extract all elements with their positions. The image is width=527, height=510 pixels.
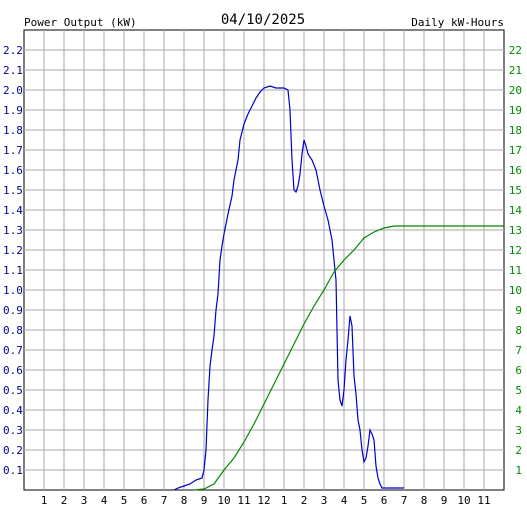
y-right-tick-label: 15 (509, 184, 522, 197)
y-left-tick-label: 0.4 (3, 404, 23, 417)
y-right-tick-label: 4 (515, 404, 522, 417)
y-right-tick-label: 22 (509, 44, 522, 57)
y-left-tick-label: 0.5 (3, 384, 23, 397)
x-tick-label: 10 (457, 494, 470, 507)
x-tick-label: 5 (361, 494, 368, 507)
x-tick-label: 9 (201, 494, 208, 507)
y-left-tick-label: 1.5 (3, 184, 23, 197)
y-right-tick-label: 6 (515, 364, 522, 377)
y-left-tick-label: 1.4 (3, 204, 23, 217)
y-left-tick-label: 0.9 (3, 304, 23, 317)
y-right-tick-label: 17 (509, 144, 522, 157)
y-left-tick-label: 1.7 (3, 144, 23, 157)
grid-lines (24, 30, 504, 490)
y-right-tick-label: 10 (509, 284, 522, 297)
x-tick-label: 1 (281, 494, 288, 507)
y-right-tick-label: 11 (509, 264, 522, 277)
y-left-tick-label: 0.6 (3, 364, 23, 377)
y-right-tick-label: 18 (509, 124, 522, 137)
x-tick-label: 11 (237, 494, 250, 507)
series-line-power-output (173, 85, 404, 491)
x-tick-label: 7 (161, 494, 168, 507)
y-right-tick-label: 21 (509, 64, 522, 77)
y-left-tick-label: 0.2 (3, 444, 23, 457)
x-tick-label: 8 (181, 494, 188, 507)
y-right-tick-label: 19 (509, 104, 522, 117)
left-axis-label: Power Output (kW) (24, 16, 137, 29)
series-lines (173, 85, 504, 491)
y-right-tick-label: 1 (515, 464, 522, 477)
y-left-tick-label: 0.1 (3, 464, 23, 477)
y-right-tick-label: 8 (515, 324, 522, 337)
y-left-tick-label: 1.8 (3, 124, 23, 137)
y-left-tick-label: 1.2 (3, 244, 23, 257)
axis-tick-labels: 1 2 3 4 5 6 7 8 9 10 11 12 1 2 3 4 5 6 7 8 9 10 110.10.20.30.4… (3, 44, 522, 507)
y-left-tick-label: 1.6 (3, 164, 23, 177)
y-right-tick-label: 20 (509, 84, 522, 97)
x-tick-label: 12 (257, 494, 270, 507)
x-tick-label: 4 (101, 494, 108, 507)
y-right-tick-label: 5 (515, 384, 522, 397)
x-tick-label: 9 (441, 494, 448, 507)
x-tick-label: 1 (41, 494, 48, 507)
y-right-tick-label: 12 (509, 244, 522, 257)
chart-title: 04/10/2025 (221, 12, 305, 28)
x-tick-label: 7 (401, 494, 408, 507)
series-line-daily-kwh (193, 225, 504, 491)
y-right-tick-label: 3 (515, 424, 522, 437)
x-tick-label: 5 (121, 494, 128, 507)
y-right-tick-label: 2 (515, 444, 522, 457)
y-left-tick-label: 0.8 (3, 324, 23, 337)
x-tick-label: 8 (421, 494, 428, 507)
y-right-tick-label: 9 (515, 304, 522, 317)
x-tick-label: 2 (301, 494, 308, 507)
y-right-tick-label: 14 (509, 204, 523, 217)
y-left-tick-label: 0.3 (3, 424, 23, 437)
y-right-tick-label: 16 (509, 164, 522, 177)
x-tick-label: 3 (321, 494, 328, 507)
x-tick-label: 10 (217, 494, 230, 507)
y-left-tick-label: 2.0 (3, 84, 23, 97)
y-left-tick-label: 2.1 (3, 64, 23, 77)
x-tick-label: 6 (381, 494, 388, 507)
y-left-tick-label: 2.2 (3, 44, 23, 57)
right-axis-label: Daily kW-Hours (411, 16, 504, 29)
y-left-tick-label: 0.7 (3, 344, 23, 357)
x-tick-label: 6 (141, 494, 148, 507)
x-tick-label: 11 (477, 494, 490, 507)
y-left-tick-label: 1.9 (3, 104, 23, 117)
y-left-tick-label: 1.3 (3, 224, 23, 237)
y-left-tick-label: 1.0 (3, 284, 23, 297)
y-right-tick-label: 7 (515, 344, 522, 357)
y-left-tick-label: 1.1 (3, 264, 23, 277)
x-tick-label: 3 (81, 494, 88, 507)
x-tick-label: 2 (61, 494, 68, 507)
y-right-tick-label: 13 (509, 224, 522, 237)
x-tick-label: 4 (341, 494, 348, 507)
